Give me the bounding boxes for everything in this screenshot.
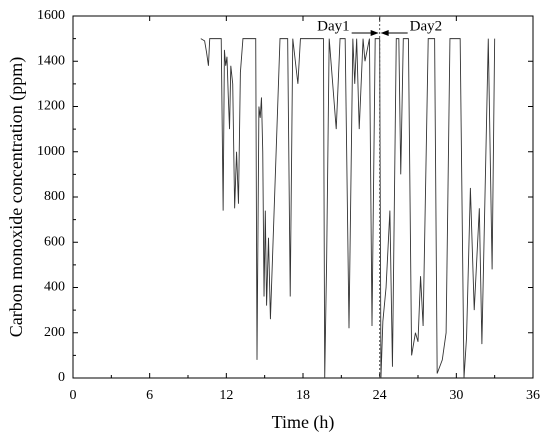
- y-tick-label: 200: [44, 325, 65, 340]
- x-tick-label: 18: [296, 388, 310, 403]
- x-tick-label: 36: [526, 388, 540, 403]
- x-tick-label: 12: [219, 388, 233, 403]
- y-tick-label: 1000: [37, 144, 65, 159]
- plot-frame: [72, 15, 534, 379]
- x-axis-label: Time (h): [272, 412, 335, 433]
- y-tick-label: 1200: [37, 99, 65, 114]
- x-tick-label: 24: [373, 388, 387, 403]
- y-axis-label: Carbon monoxide concentration (ppm): [6, 57, 27, 337]
- y-tick-label: 1400: [37, 53, 65, 68]
- x-tick-label: 6: [146, 388, 153, 403]
- y-tick-label: 800: [44, 189, 65, 204]
- x-tick-label: 30: [449, 388, 463, 403]
- y-tick-label: 1600: [37, 8, 65, 23]
- y-tick-label: 600: [44, 234, 65, 249]
- annotation-day2: Day2: [410, 18, 443, 34]
- annotation-day1: Day1: [317, 18, 350, 34]
- arrow-head-right: [380, 30, 389, 36]
- y-tick-label: 0: [58, 370, 65, 385]
- x-tick-label: 0: [70, 388, 77, 403]
- y-tick-label: 400: [44, 280, 65, 295]
- arrow-head-left: [370, 30, 379, 36]
- data-line: [200, 38, 496, 379]
